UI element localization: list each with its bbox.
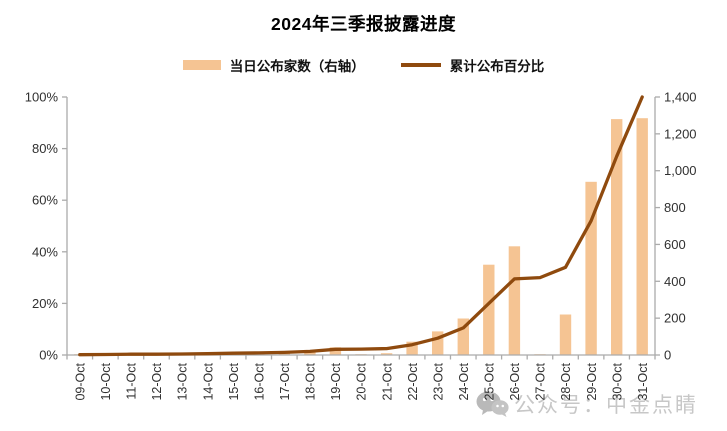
x-axis-label: 21-Oct xyxy=(380,362,394,400)
daily-count-bar xyxy=(483,264,495,355)
right-axis-label: 1,200 xyxy=(664,126,697,141)
daily-count-bar xyxy=(432,331,444,355)
legend-item-cumulative-pct: 累计公布百分比 xyxy=(400,55,545,75)
x-axis-label: 10-Oct xyxy=(99,362,113,400)
watermark: 公众号：中金点睛 xyxy=(476,388,698,420)
right-axis-label: 1,000 xyxy=(664,163,697,178)
x-axis-label: 12-Oct xyxy=(150,362,164,400)
legend-item-daily-count: 当日公布家数（右轴） xyxy=(182,55,365,75)
x-axis-label: 31-Oct xyxy=(636,362,650,400)
daily-count-bar xyxy=(508,246,521,355)
x-axis-label: 14-Oct xyxy=(201,362,215,400)
right-axis-label: 800 xyxy=(664,200,686,215)
x-axis-label: 13-Oct xyxy=(176,362,190,400)
left-axis-label: 60% xyxy=(32,193,58,208)
right-axis-label: 200 xyxy=(664,311,686,326)
daily-count-bar xyxy=(636,118,648,355)
daily-count-bar xyxy=(611,119,623,355)
right-axis-label: 400 xyxy=(664,274,686,289)
x-axis-label: 29-Oct xyxy=(585,362,599,400)
left-axis-label: 80% xyxy=(32,141,58,156)
x-axis-label: 26-Oct xyxy=(508,362,522,400)
legend-label-daily-count: 当日公布家数（右轴） xyxy=(229,59,365,74)
daily-count-bar xyxy=(406,341,418,355)
x-axis-label: 23-Oct xyxy=(431,362,445,400)
x-axis-label: 27-Oct xyxy=(534,362,548,400)
left-axis-label: 100% xyxy=(25,90,59,105)
x-axis-label: 17-Oct xyxy=(278,362,292,400)
daily-count-bar xyxy=(585,181,597,355)
daily-count-bar xyxy=(380,353,393,355)
x-axis-label: 11-Oct xyxy=(125,362,139,399)
bar-series-swatch xyxy=(182,60,221,70)
line-series-swatch xyxy=(400,63,441,67)
x-axis-label: 15-Oct xyxy=(227,362,241,400)
watermark-text: 公众号：中金点睛 xyxy=(514,394,698,417)
x-axis-label: 09-Oct xyxy=(73,362,87,400)
x-axis-label: 24-Oct xyxy=(457,362,471,400)
daily-count-bar xyxy=(457,318,469,355)
daily-count-bar xyxy=(278,353,290,355)
x-axis-label: 18-Oct xyxy=(304,362,318,400)
left-axis-label: 40% xyxy=(32,244,58,259)
right-axis-label: 1,400 xyxy=(664,90,697,105)
chart-title: 2024年三季报披露进度 xyxy=(271,14,456,34)
left-axis-label: 0% xyxy=(39,348,58,363)
x-axis-label: 22-Oct xyxy=(406,362,420,400)
x-axis-label: 20-Oct xyxy=(355,362,369,400)
legend-label-cumulative-pct: 累计公布百分比 xyxy=(449,59,545,74)
left-axis-label: 20% xyxy=(32,296,58,311)
daily-count-bar xyxy=(329,347,342,355)
x-axis-label: 16-Oct xyxy=(252,362,266,400)
x-axis-label: 30-Oct xyxy=(610,362,624,400)
cumulative-percentage-line xyxy=(78,95,644,357)
wechat-icon xyxy=(476,391,509,417)
x-axis-label: 28-Oct xyxy=(559,362,573,400)
right-axis-label: 0 xyxy=(664,348,671,363)
right-axis-label: 600 xyxy=(664,237,686,252)
x-axis-label: 19-Oct xyxy=(329,362,343,400)
legend: 当日公布家数（右轴） 累计公布百分比 xyxy=(0,55,727,75)
daily-count-bar xyxy=(559,314,572,355)
x-axis-label: 25-Oct xyxy=(483,362,497,400)
